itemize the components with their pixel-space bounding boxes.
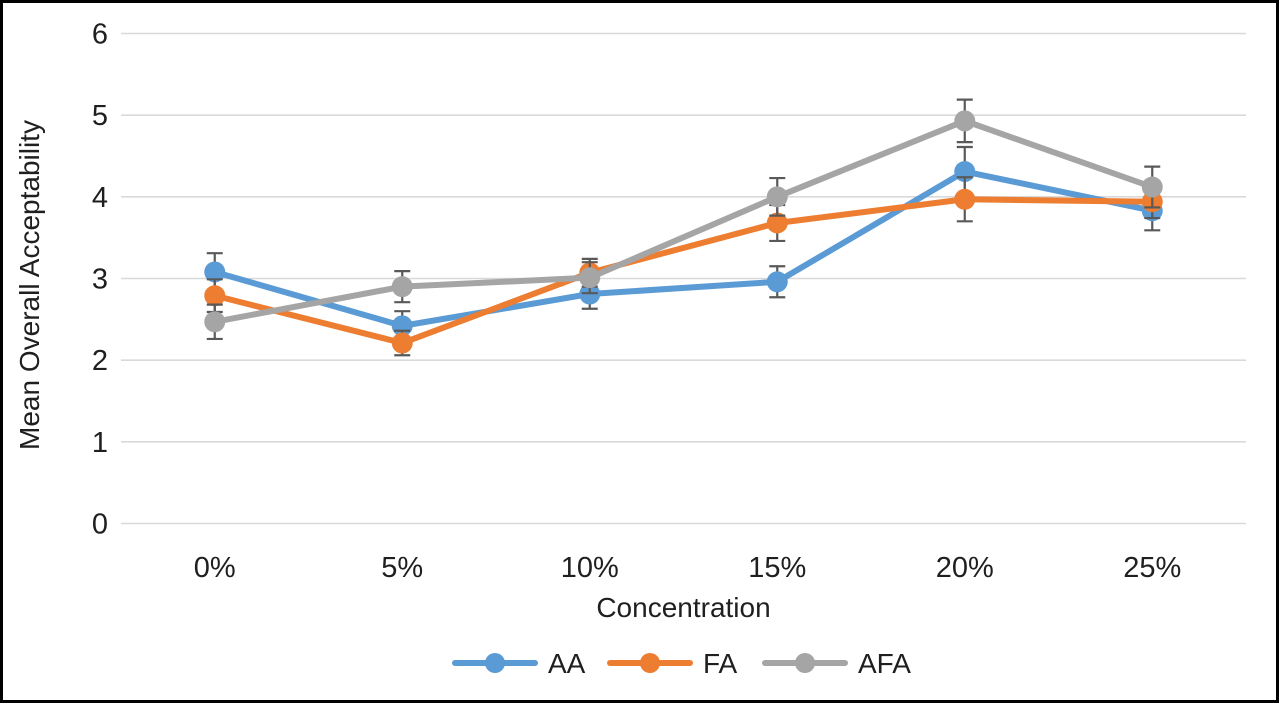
series-line-AFA bbox=[211, 117, 1156, 325]
data-point-FA-0% bbox=[204, 285, 226, 307]
legend-marker-dot-AA bbox=[485, 653, 505, 673]
y-tick-label: 0 bbox=[92, 509, 108, 541]
x-tick-label: 25% bbox=[1123, 552, 1181, 584]
chart-canvas: 0 1 2 3 4 5 6 0% 5% 10% 15% 20% 25% Concentration Mean… bbox=[14, 19, 1246, 679]
y-axis-title: Mean Overall Acceptability bbox=[14, 120, 45, 450]
y-tick-label: 1 bbox=[92, 427, 108, 459]
data-point-AFA-0% bbox=[204, 311, 226, 333]
data-point-AFA-5% bbox=[391, 276, 413, 298]
y-tick-label: 3 bbox=[92, 264, 108, 296]
legend-marker-dot-AFA bbox=[795, 653, 815, 673]
series-line-FA bbox=[211, 196, 1156, 347]
x-axis-title: Concentration bbox=[596, 592, 770, 623]
data-point-AFA-20% bbox=[954, 110, 976, 132]
data-point-FA-20% bbox=[954, 188, 976, 210]
x-tick-label: 15% bbox=[748, 552, 806, 584]
x-tick-label: 10% bbox=[561, 552, 619, 584]
y-tick-label: 6 bbox=[92, 19, 108, 51]
legend-label-AFA: AFA bbox=[858, 648, 911, 679]
data-point-AFA-15% bbox=[766, 186, 788, 208]
x-tick-label: 0% bbox=[194, 552, 236, 584]
legend-marker-dot-FA bbox=[640, 653, 660, 673]
y-tick-label: 4 bbox=[92, 182, 108, 214]
data-point-AA-15% bbox=[766, 271, 788, 293]
series-line-AA bbox=[211, 168, 1156, 329]
legend-label-FA: FA bbox=[703, 648, 738, 679]
data-point-FA-15% bbox=[766, 212, 788, 234]
data-point-FA-5% bbox=[391, 332, 413, 354]
y-tick-label: 5 bbox=[92, 100, 108, 132]
data-point-AA-0% bbox=[204, 261, 226, 283]
y-tick-label: 2 bbox=[92, 345, 108, 377]
data-point-AFA-10% bbox=[579, 267, 601, 289]
x-tick-label: 20% bbox=[936, 552, 994, 584]
x-tick-label: 5% bbox=[381, 552, 423, 584]
data-point-AFA-25% bbox=[1141, 176, 1163, 198]
legend-label-AA: AA bbox=[548, 648, 586, 679]
